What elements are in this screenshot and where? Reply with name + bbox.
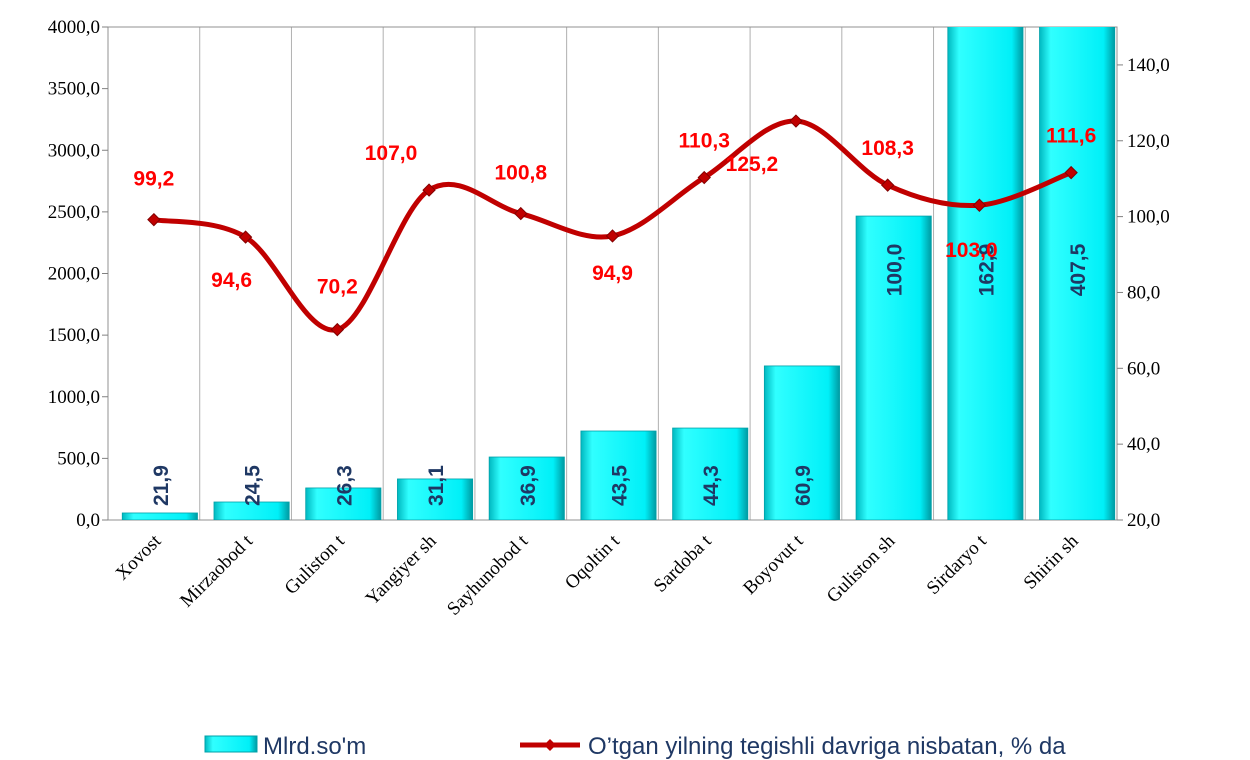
bar-value-label: 407,5	[1067, 243, 1090, 296]
x-tick-label: Guliston t	[281, 530, 350, 599]
bar	[305, 487, 382, 520]
y2-tick-label: 60,0	[1127, 358, 1160, 379]
bar	[947, 27, 1024, 520]
line-value-label: 125,2	[726, 153, 779, 176]
line-marker	[880, 178, 895, 192]
y-tick-label: 3000,0	[48, 140, 100, 161]
y-tick-label: 0,0	[76, 510, 100, 531]
plot-area	[121, 27, 1116, 520]
y2-tick-label: 140,0	[1127, 55, 1170, 76]
x-tick-label: Mirzaobod t	[176, 530, 257, 611]
y-tick-label: 2500,0	[48, 202, 100, 223]
line-value-label: 110,3	[679, 130, 730, 153]
bar	[1039, 27, 1116, 520]
line-value-label: 70,2	[317, 276, 358, 299]
y-tick-label: 3500,0	[48, 79, 100, 100]
y2-tick-label: 100,0	[1127, 207, 1170, 228]
line-value-label: 99,2	[133, 168, 174, 191]
bar-value-label: 162,9	[975, 244, 998, 297]
y-tick-label: 2000,0	[48, 264, 100, 285]
line-marker	[147, 212, 161, 227]
x-tick-label: Guliston sh	[823, 530, 900, 607]
bar-value-label: 60,9	[792, 465, 815, 506]
bar-value-label: 31,1	[425, 465, 448, 506]
line-marker	[1064, 165, 1078, 180]
bar	[121, 512, 198, 520]
line	[153, 118, 1073, 333]
x-tick-label: Oqoltin t	[561, 530, 625, 594]
bar-value-label: 24,5	[242, 465, 265, 506]
y-tick-label: 500,0	[57, 448, 100, 469]
bar-value-label: 100,0	[884, 244, 907, 297]
x-tick-label: Sirdaryo t	[923, 530, 992, 599]
bar	[488, 456, 565, 520]
line-marker	[238, 230, 253, 244]
y2-tick-label: 40,0	[1127, 434, 1160, 455]
bar	[213, 501, 290, 520]
line-marker	[422, 183, 436, 197]
legend-swatch	[204, 735, 258, 753]
x-tick-label: Shirin sh	[1020, 530, 1083, 593]
x-tick-label: Sardoba t	[650, 530, 716, 596]
bar-value-label: 36,9	[517, 465, 540, 506]
line-marker	[605, 229, 620, 243]
bar-value-label: 43,5	[609, 465, 632, 506]
line-marker	[789, 114, 803, 128]
legend-marker	[544, 739, 556, 751]
x-tick-label: Xovost	[112, 530, 166, 584]
line-value-label: 111,6	[1046, 125, 1096, 148]
y2-tick-label: 80,0	[1127, 282, 1160, 303]
line-value-label: 108,3	[861, 137, 914, 160]
y2-tick-label: 20,0	[1127, 510, 1160, 531]
line-marker	[972, 198, 987, 212]
bar	[672, 427, 749, 520]
legend-label: O’tgan yilning tegishli davriga nisbatan…	[588, 733, 1066, 760]
y2-tick-label: 120,0	[1127, 131, 1170, 152]
bar	[580, 430, 657, 520]
line-value-label: 103,0	[945, 239, 998, 262]
line-marker	[514, 206, 528, 221]
x-tick-label: Yangiyer sh	[362, 530, 441, 609]
x-tick-label: Sayhunobod t	[443, 530, 533, 620]
bar	[397, 478, 474, 520]
line-value-label: 100,8	[494, 162, 547, 185]
line-value-label: 94,6	[211, 269, 252, 292]
y-tick-label: 1500,0	[48, 325, 100, 346]
y-tick-label: 1000,0	[48, 387, 100, 408]
line-value-label: 94,9	[592, 262, 633, 285]
legend-label: Mlrd.so'm	[263, 733, 366, 760]
bar	[763, 365, 840, 520]
line-value-label: 107,0	[365, 142, 418, 165]
bar	[855, 215, 932, 520]
bar-value-label: 21,9	[150, 465, 173, 506]
bar-value-label: 44,3	[700, 465, 723, 506]
bar-value-label: 26,3	[333, 465, 356, 506]
line-marker	[697, 170, 711, 185]
line-marker	[330, 322, 345, 337]
y-tick-label: 4000,0	[48, 17, 100, 38]
x-tick-label: Boyovut t	[739, 530, 808, 599]
